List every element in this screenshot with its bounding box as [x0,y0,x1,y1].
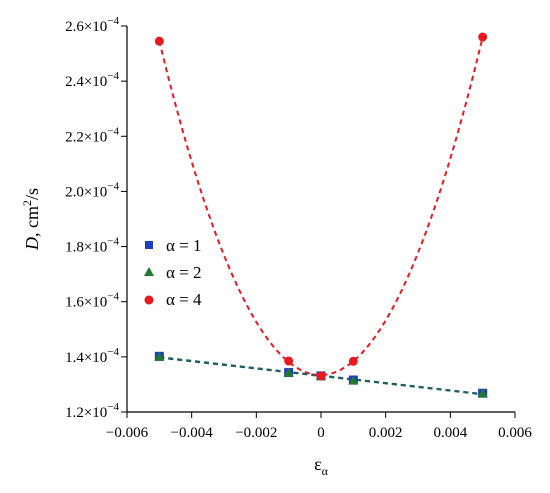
point-alpha-4 [154,36,164,46]
fit-lines [158,36,484,396]
y-axis-title: D, cm2/s [20,188,42,251]
y-tick-label: 2.0×10−4 [65,180,119,200]
x-tick-label: 0.004 [433,425,467,441]
point-alpha-2 [477,388,488,398]
axes [126,26,515,413]
legend-label-alpha-1: α = 1 [166,236,202,255]
legend-label-alpha-2: α = 2 [166,263,202,282]
y-ticks: 1.2×10−4 1.4×10−4 1.6×10−4 1.8×10−4 2.0×10−4… [65,15,127,421]
point-alpha-4 [316,371,326,381]
x-ticks: −0.006 −0.004 −0.002 0 0.002 0.004 0.006 [106,412,532,441]
y-tick-label: 1.2×10−4 [65,401,119,421]
y-tick-label: 2.4×10−4 [65,70,119,90]
y-tick-label: 1.4×10−4 [65,346,119,366]
point-alpha-2 [348,375,359,385]
y-tick-label: 2.6×10−4 [65,15,119,35]
y-tick-label: 1.8×10−4 [65,236,119,256]
point-alpha-2 [154,351,165,361]
legend: α = 1 α = 2 α = 4 [144,236,202,309]
point-alpha-4 [478,32,488,42]
x-tick-label: 0.006 [498,425,532,441]
y-tick-label: 2.2×10−4 [65,125,119,145]
x-tick-label: −0.006 [106,425,149,441]
x-tick-label: −0.002 [235,425,277,441]
x-axis-title: εα [314,454,329,478]
point-alpha-4 [284,356,294,366]
y-tick-label: 1.6×10−4 [65,291,119,311]
legend-marker-triangle [144,267,154,276]
x-tick-label: 0 [317,425,325,441]
legend-marker-circle [144,295,154,305]
point-alpha-4 [348,356,358,366]
legend-marker-square [145,241,153,249]
x-tick-label: −0.004 [171,425,214,441]
data-points [154,32,488,398]
fit-line-series-3 [158,36,484,377]
legend-label-alpha-4: α = 4 [166,290,202,309]
point-alpha-2 [283,367,294,377]
x-tick-label: 0.002 [369,425,403,441]
